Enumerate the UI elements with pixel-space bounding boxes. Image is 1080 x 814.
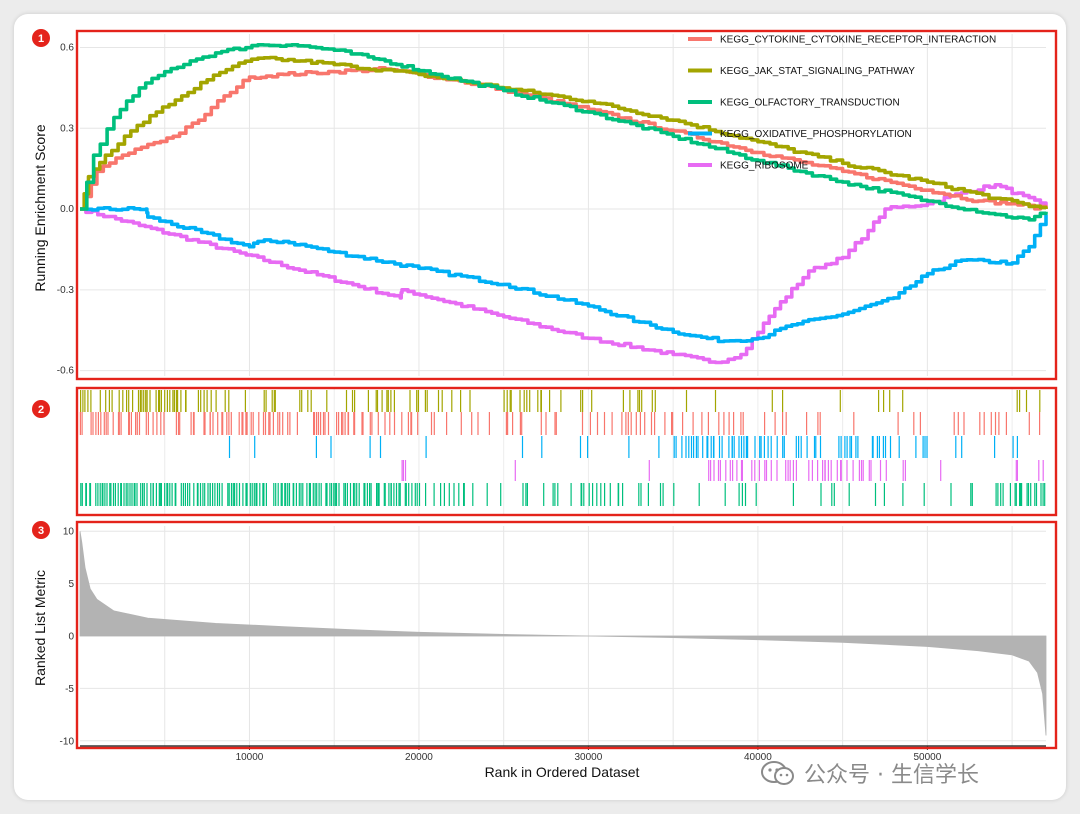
p1-y-tick-labels: -0.6 -0.3 0.0 0.3 0.6 <box>57 42 75 376</box>
p1-y-tick-2: 0.0 <box>60 204 74 215</box>
figure-card <box>14 14 1066 800</box>
p3-y-tick-labels: -10 -5 0 5 10 <box>60 527 75 748</box>
p1-y-tick-4: 0.6 <box>60 42 74 53</box>
p1-y-tick-1: -0.3 <box>57 285 75 296</box>
wechat-icon <box>761 761 794 785</box>
p3-x-axis-label: Rank in Ordered Dataset <box>485 764 640 780</box>
p3-x-tick-3: 40000 <box>744 752 772 763</box>
p2-hit-ticks <box>79 390 1046 506</box>
badge-label-2: 2 <box>38 404 44 416</box>
badge-label-1: 1 <box>38 33 44 45</box>
highlight-box-1 <box>75 29 1058 381</box>
p1-y-tick-0: -0.6 <box>57 366 75 377</box>
p3-y-tick-0: -10 <box>60 736 75 747</box>
badge-3 <box>32 521 50 539</box>
highlight-box-2 <box>75 386 1058 517</box>
watermark-text: 公众号 · 生信学长 <box>804 763 979 788</box>
gene-hits-panel <box>79 388 1046 514</box>
legend-label-3: KEGG_OXIDATIVE_PHOSPHORYLATION <box>720 129 912 140</box>
badge-1 <box>32 29 50 47</box>
p1-series-lines <box>80 43 1048 365</box>
ranked-list-panel: -10 -5 0 5 10 10000 20000 30000 40000 50000 Rank… <box>32 526 1047 780</box>
p3-y-tick-2: 0 <box>68 632 74 643</box>
p1-y-tick-3: 0.3 <box>60 123 74 134</box>
legend-label-4: KEGG_RIBOSOME <box>720 161 809 172</box>
legend-label-0: KEGG_CYTOKINE_CYTOKINE_RECEPTOR_INTERACT… <box>720 35 996 46</box>
es-line-2 <box>80 43 1048 222</box>
enrichment-score-panel: -0.6 -0.3 0.0 0.3 0.6 Running Enrichment Sco… <box>32 34 1048 377</box>
p3-y-tick-4: 10 <box>63 527 75 538</box>
p1-gridlines <box>80 34 1046 376</box>
watermark: 公众号 · 生信学长 <box>760 756 1060 790</box>
p1-y-axis-label: Running Enrichment Score <box>32 124 48 292</box>
highlight-box-3 <box>75 520 1058 750</box>
p3-y-tick-3: 5 <box>68 579 74 590</box>
highlight-boxes: 1 2 3 <box>32 29 1058 750</box>
p1-legend: KEGG_CYTOKINE_CYTOKINE_RECEPTOR_INTERACT… <box>688 35 996 172</box>
p3-x-tick-0: 10000 <box>236 752 264 763</box>
p3-x-tick-2: 30000 <box>575 752 603 763</box>
ranked-metric-area <box>79 531 1047 736</box>
es-line-4 <box>80 183 1048 365</box>
p3-x-tick-1: 20000 <box>405 752 433 763</box>
p3-y-axis-label: Ranked List Metric <box>32 570 48 686</box>
p3-x-tick-4: 50000 <box>913 752 941 763</box>
legend-label-2: KEGG_OLFACTORY_TRANSDUCTION <box>720 98 900 109</box>
badge-2 <box>32 400 50 418</box>
es-line-1 <box>80 55 1048 211</box>
legend-label-1: KEGG_JAK_STAT_SIGNALING_PATHWAY <box>720 66 915 77</box>
p3-y-tick-1: -5 <box>65 684 74 695</box>
badge-label-3: 3 <box>38 525 44 537</box>
es-line-3 <box>80 206 1048 344</box>
